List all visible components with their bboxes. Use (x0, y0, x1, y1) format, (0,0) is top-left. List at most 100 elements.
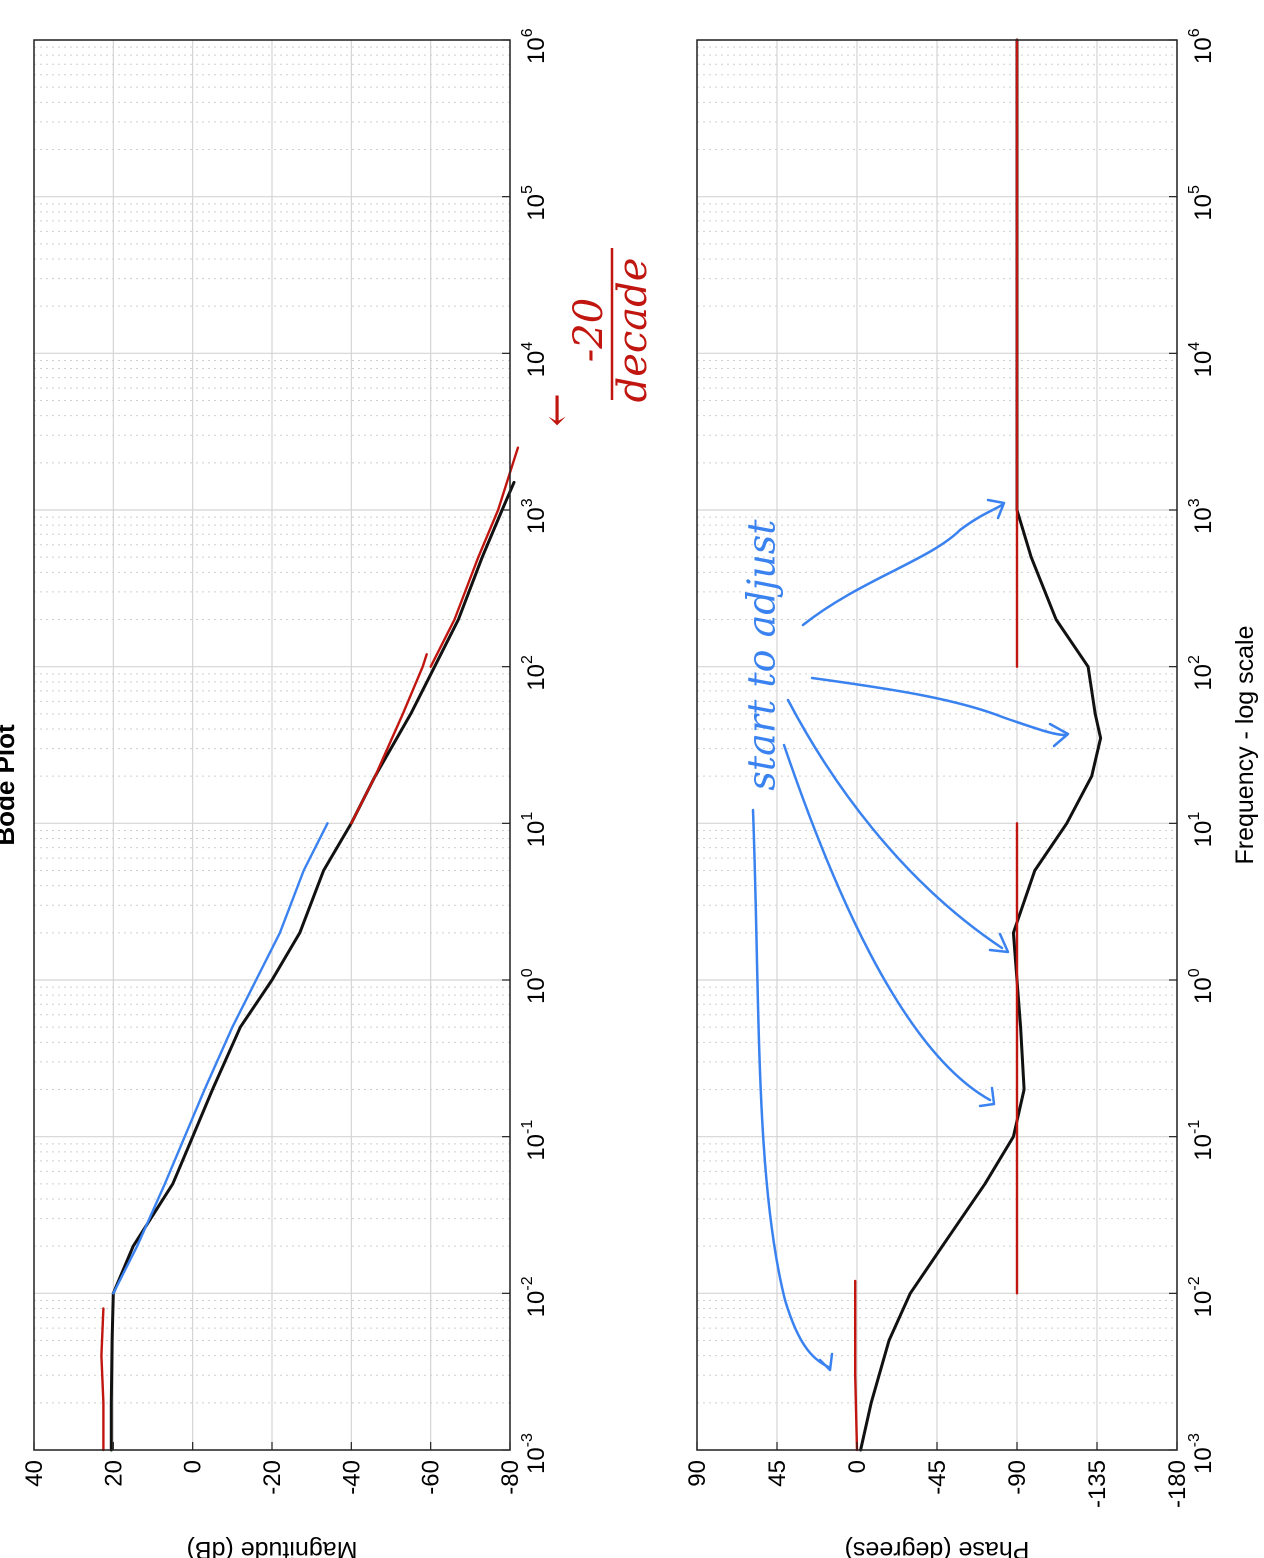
blue-arrow-1 (751, 808, 832, 1370)
magnitude-x-tick-label: 105 (519, 185, 550, 221)
phase-ylabel-group: Phase (degrees) (845, 1536, 1030, 1558)
blue-arrow-4 (810, 676, 1067, 737)
magnitude-x-ticks: 10-3 10-2 10-1 100 101 102 103 104 105 106 (502, 28, 550, 1474)
phase-y-axis-label: Phase (degrees) (845, 1536, 1030, 1558)
phase-x-tick-group: 101 (1186, 812, 1217, 848)
phase-x-tick-group: 105 (1186, 185, 1217, 221)
phase-x-tick-label: 10-3 (1186, 1433, 1217, 1474)
magnitude-x-tick-label: 100 (519, 968, 550, 1004)
blue-arrow-2-head (978, 1086, 996, 1108)
red-arrow-group: ← (534, 393, 580, 427)
phase-x-tick-group: 103 (1186, 498, 1217, 534)
phase-x-ticks: 10-3 10-2 10-1 100 101 102 103 104 105 106 (1169, 28, 1217, 1474)
magnitude-y-axis-label: Magnitude (dB) (187, 1536, 358, 1558)
phase-y-tick-group: 0 (844, 1460, 871, 1473)
phase-y-tick-label: 90 (684, 1460, 711, 1487)
magnitude-series-red-3 (350, 653, 428, 825)
red-slope-arrow: ← (534, 393, 580, 427)
magnitude-y-tick-label: -40 (338, 1460, 365, 1495)
magnitude-y-tick-group: -40 (338, 1460, 365, 1495)
phase-curves (854, 38, 1103, 1452)
magnitude-y-tick-label: -80 (497, 1460, 524, 1495)
phase-y-ticks: 90 45 0 -45 -90 -135 -180 (684, 1442, 1191, 1508)
phase-y-tick-group: 45 (764, 1460, 791, 1487)
phase-y-tick-group: -90 (1004, 1460, 1031, 1495)
phase-x-tick-label: 10-2 (1186, 1276, 1217, 1317)
magnitude-x-tick-label: 103 (519, 498, 550, 534)
magnitude-x-tick-label: 104 (519, 342, 550, 378)
blue-arrow-5-head (986, 498, 1006, 520)
phase-y-tick-label: -90 (1004, 1460, 1031, 1495)
handwritten-annotations: ← -20 decade start to adjust (534, 248, 1070, 1372)
phase-x-tick-group: 10-1 (1186, 1120, 1217, 1161)
title-group: Bode Plot (0, 724, 20, 846)
phase-x-tick-label: 105 (1186, 185, 1217, 221)
magnitude-series-blue-2 (112, 822, 329, 1295)
phase-x-tick-label: 100 (1186, 968, 1217, 1004)
magnitude-x-tick-group: 103 (519, 498, 550, 534)
magnitude-x-tick-group: 105 (519, 185, 550, 221)
magnitude-ylabel-group: Magnitude (dB) (187, 1536, 358, 1558)
phase-series-red-1 (854, 1279, 859, 1452)
magnitude-x-tick-group: 10-3 (519, 1433, 550, 1474)
magnitude-x-tick-label: 10-3 (519, 1433, 550, 1474)
magnitude-y-tick-label: -20 (259, 1460, 286, 1495)
phase-y-tick-group: -135 (1084, 1460, 1111, 1508)
phase-x-tick-group: 104 (1186, 342, 1217, 378)
phase-y-tick-label: -180 (1164, 1460, 1191, 1508)
phase-y-tick-group: 90 (684, 1460, 711, 1487)
blue-note-group: start to adjust (740, 519, 784, 791)
phase-y-tick-label: 0 (844, 1460, 871, 1473)
phase-y-tick-group: -180 (1164, 1460, 1191, 1508)
blue-arrow-1-head (818, 1352, 834, 1372)
blue-arrow-2 (782, 743, 992, 1102)
magnitude-x-tick-label: 101 (519, 812, 550, 848)
magnitude-series-red-1 (100, 1307, 105, 1452)
chart-title: Bode Plot (0, 724, 20, 846)
red-numerator-group: -20 (566, 298, 612, 362)
phase-x-tick-group: 10-2 (1186, 1276, 1217, 1317)
phase-y-tick-label: -45 (924, 1460, 951, 1495)
magnitude-x-tick-label: 10-2 (519, 1276, 550, 1317)
phase-x-tick-label: 102 (1186, 655, 1217, 691)
magnitude-x-tick-label: 10-1 (519, 1120, 550, 1161)
magnitude-x-tick-label: 106 (519, 28, 550, 64)
magnitude-y-tick-group: -60 (418, 1460, 445, 1495)
phase-x-tick-label: 10-1 (1186, 1120, 1217, 1161)
magnitude-y-tick-group: 0 (180, 1460, 207, 1473)
red-slope-denominator: decade (610, 258, 656, 403)
phase-x-tick-label: 104 (1186, 342, 1217, 378)
blue-arrow-3 (786, 698, 1004, 950)
magnitude-x-tick-group: 10-2 (519, 1276, 550, 1317)
phase-x-tick-label: 103 (1186, 498, 1217, 534)
blue-arrow-4-head (1048, 722, 1070, 748)
magnitude-y-tick-group: -80 (497, 1460, 524, 1495)
magnitude-y-tick-label: 20 (100, 1460, 127, 1487)
magnitude-x-tick-label: 102 (519, 655, 550, 691)
phase-y-tick-label: 45 (764, 1460, 791, 1487)
phase-x-tick-group: 102 (1186, 655, 1217, 691)
phase-x-tick-group: 100 (1186, 968, 1217, 1004)
blue-arrow-5 (801, 503, 1004, 627)
magnitude-x-tick-group: 100 (519, 968, 550, 1004)
phase-x-tick-group: 10-3 (1186, 1433, 1217, 1474)
phase-x-tick-label: 101 (1186, 812, 1217, 848)
phase-x-tick-label: 106 (1186, 28, 1217, 64)
phase-series-black-0 (859, 38, 1103, 1452)
red-denominator-group: decade (610, 258, 656, 403)
phase-x-tick-group: 106 (1186, 28, 1217, 64)
magnitude-curves (100, 446, 520, 1452)
red-slope-numerator: -20 (566, 298, 612, 362)
phase-y-tick-label: -135 (1084, 1460, 1111, 1508)
magnitude-grid (33, 39, 511, 1451)
magnitude-y-ticks: 40 20 0 -20 -40 -60 -80 (21, 1442, 524, 1495)
magnitude-x-tick-group: 10-1 (519, 1120, 550, 1161)
magnitude-y-tick-group: -20 (259, 1460, 286, 1495)
magnitude-y-tick-label: -60 (418, 1460, 445, 1495)
phase-y-tick-group: -45 (924, 1460, 951, 1495)
magnitude-plot: 40 20 0 -20 -40 -60 -80 10-310-210-11001011021… (21, 28, 550, 1558)
magnitude-y-tick-group: 20 (100, 1460, 127, 1487)
magnitude-y-tick-label: 0 (180, 1460, 207, 1473)
phase-x-axis-label: Frequency - log scale (1231, 625, 1259, 864)
